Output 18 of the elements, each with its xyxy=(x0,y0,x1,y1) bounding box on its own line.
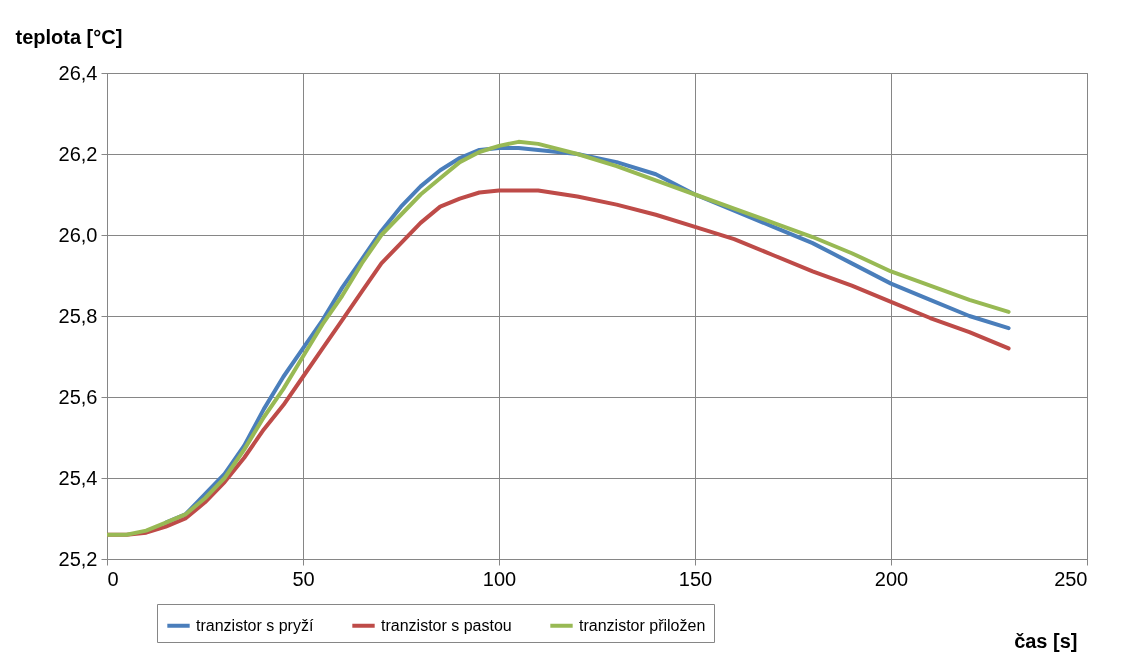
y-tick-label: 25,8 xyxy=(58,304,98,327)
y-tick-label: 26,2 xyxy=(58,142,98,165)
legend-label: tranzistor s pastou xyxy=(381,616,512,634)
y-tick-label: 25,4 xyxy=(58,466,98,489)
y-tick-label: 25,2 xyxy=(58,547,98,570)
legend-label: tranzistor přiložen xyxy=(579,616,706,634)
x-tick-label: 200 xyxy=(874,567,909,590)
x-tick-label: 50 xyxy=(292,567,315,590)
x-tick-label: 250 xyxy=(1054,567,1088,590)
x-tick-label: 150 xyxy=(678,567,713,590)
x-axis-title: čas [s] xyxy=(1014,629,1078,652)
x-tick-label: 0 xyxy=(107,567,119,590)
y-axis-title: teplota [°C] xyxy=(15,25,123,48)
legend-label: tranzistor s pryží xyxy=(196,616,314,634)
y-tick-label: 26,4 xyxy=(58,61,98,84)
y-tick-label: 25,6 xyxy=(58,385,98,408)
y-tick-label: 26,0 xyxy=(58,223,98,246)
x-tick-label: 100 xyxy=(482,567,517,590)
